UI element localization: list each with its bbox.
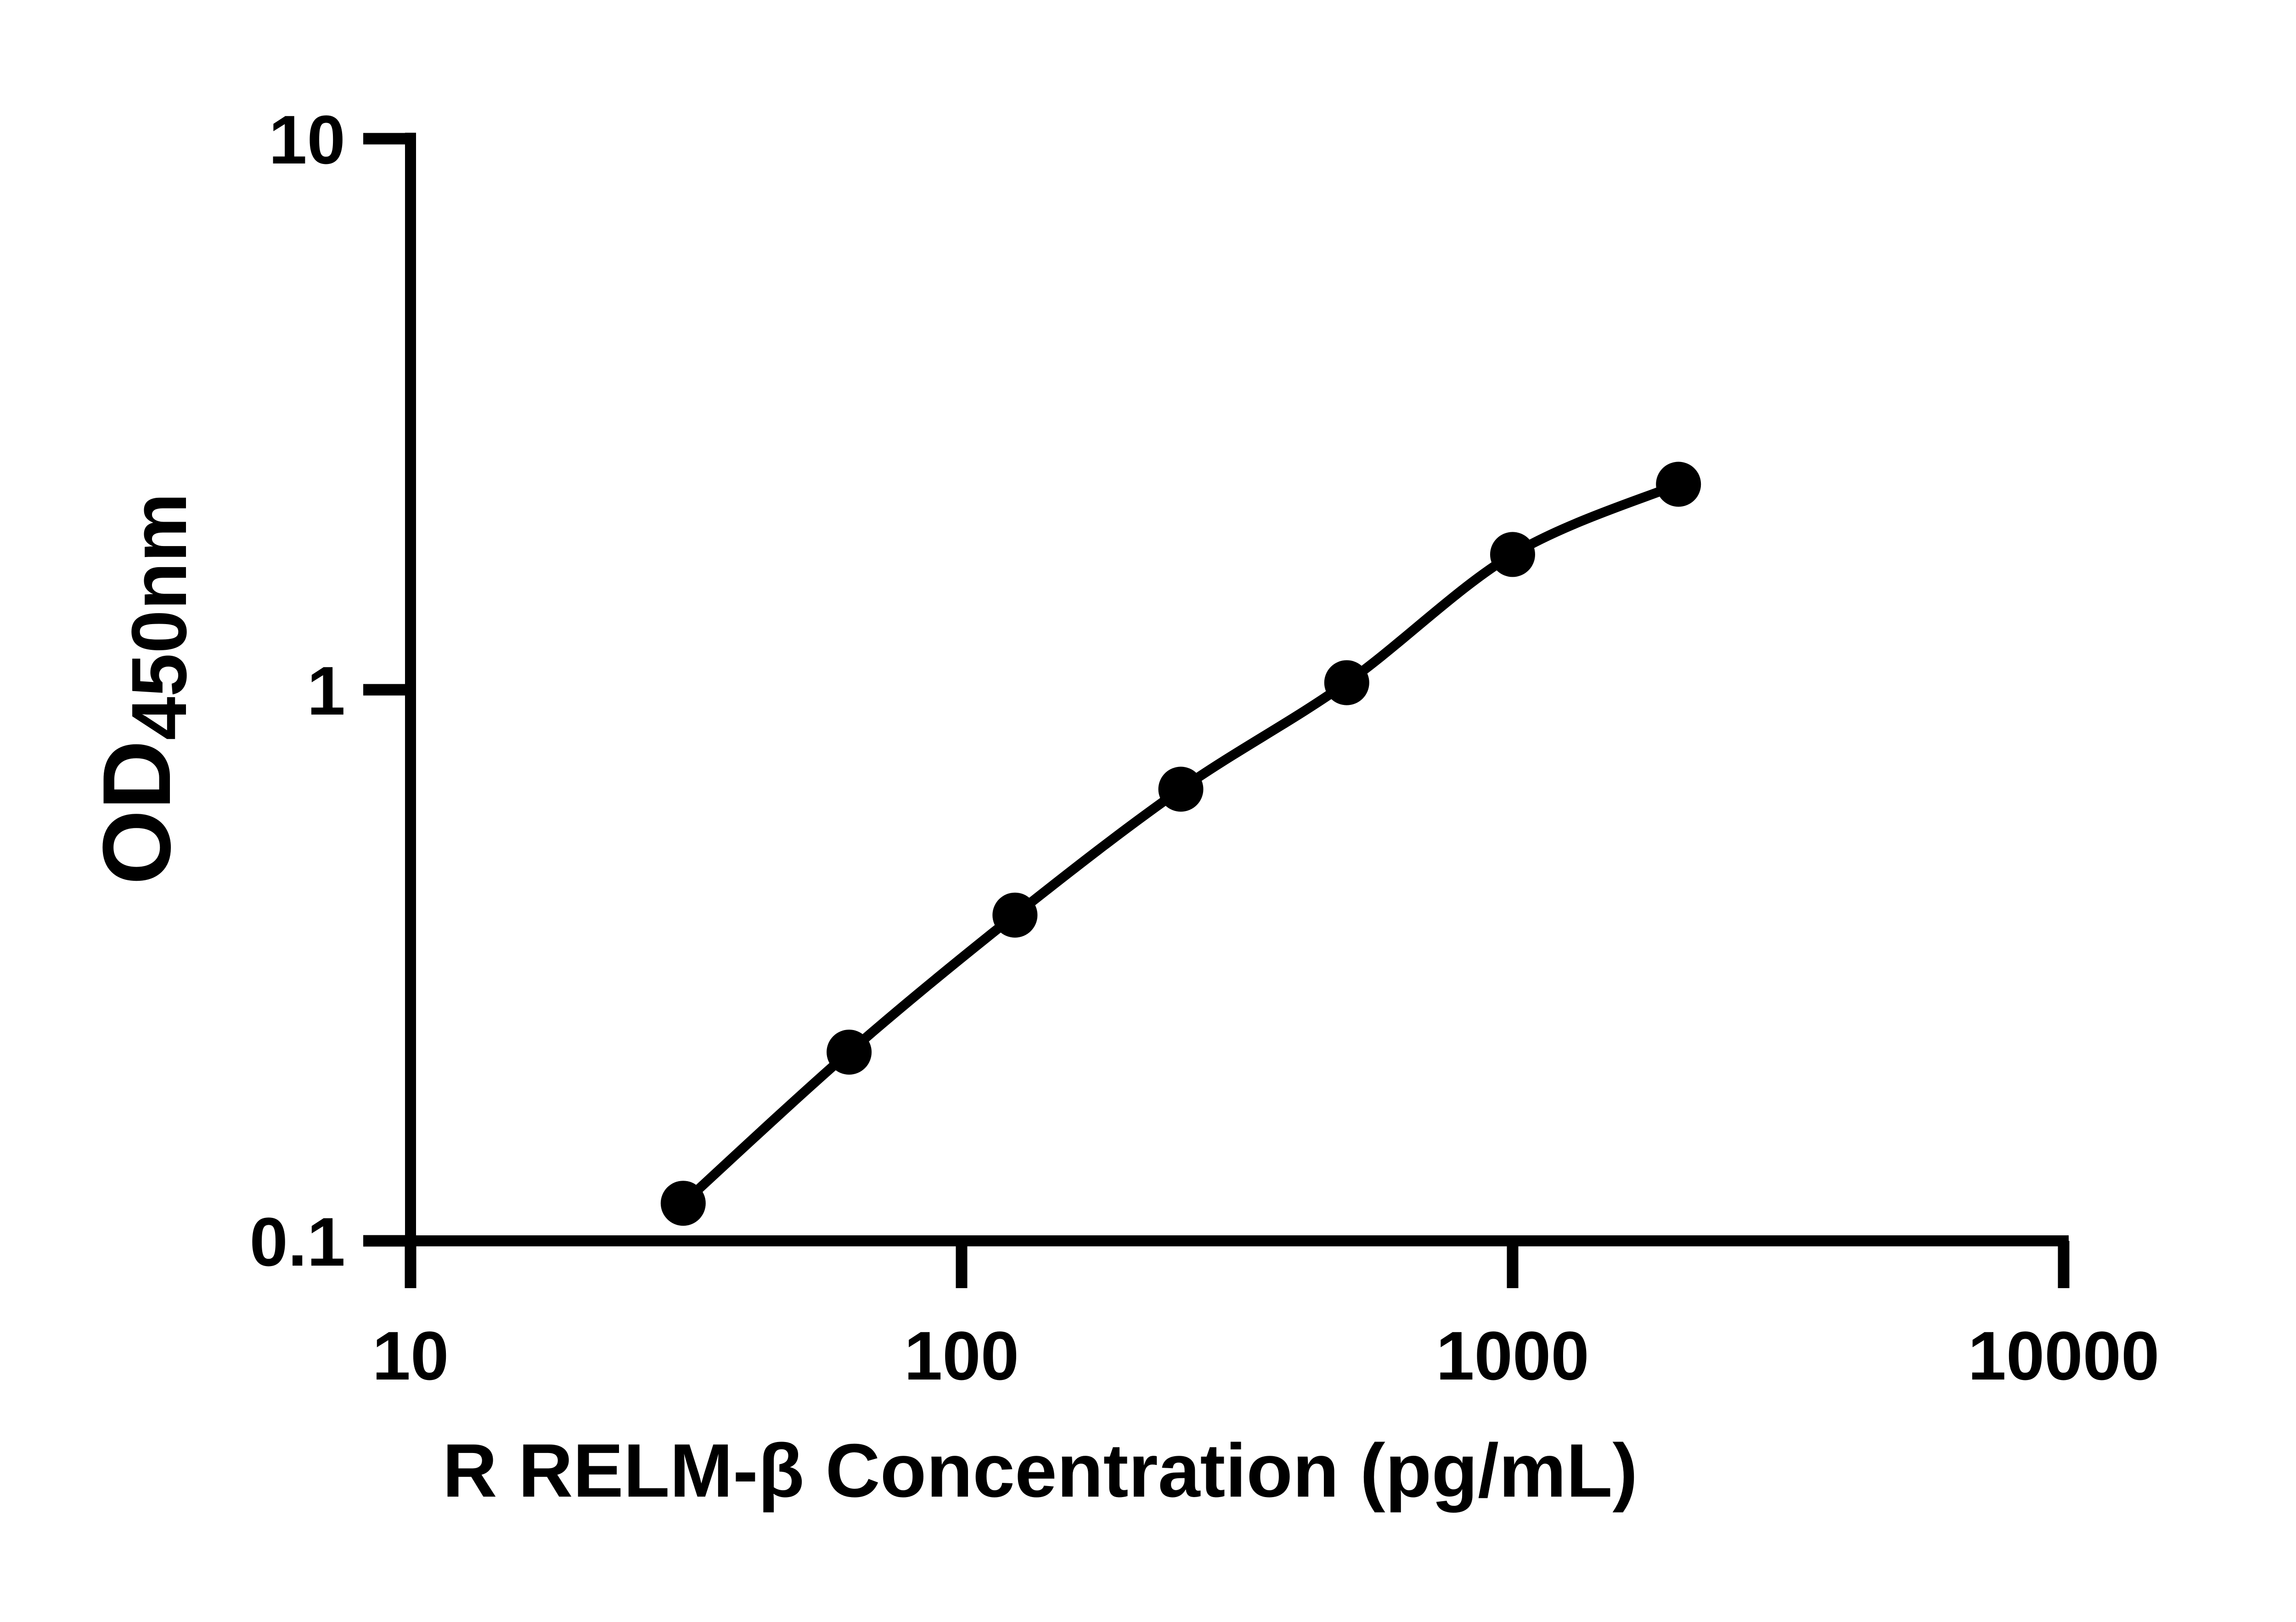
data-point-marker [827,1030,872,1075]
data-point-marker [1490,532,1535,577]
standard-curve-line [680,479,1681,1207]
data-point-marker [660,1181,706,1226]
y-tick-label: 0.1 [249,1203,345,1280]
data-point-marker [992,892,1038,938]
x-tick-label: 1000 [1436,1317,1589,1394]
axes [365,133,2069,1288]
y-tick-label: 1 [307,652,345,729]
data-point-marker [1324,660,1369,705]
y-axis-title-subscript: 450nm [116,493,203,740]
x-tick-label: 10 [372,1317,449,1394]
y-axis-title-main: OD [83,740,191,885]
axis-ticks [363,133,2070,1288]
x-tick-label: 100 [904,1317,1019,1394]
x-axis-title: R RELM-β Concentration (pg/mL) [443,1428,1638,1513]
data-point-marker [1656,462,1701,507]
data-point-marker [1158,766,1204,812]
axis-tick-labels: 10 100 1000 10000 0.1 1 10 [249,101,2159,1394]
data-points [660,462,1701,1226]
y-axis-title: OD450nm [83,493,203,885]
x-tick-label: 10000 [1968,1317,2159,1394]
y-tick-label: 10 [269,101,345,178]
